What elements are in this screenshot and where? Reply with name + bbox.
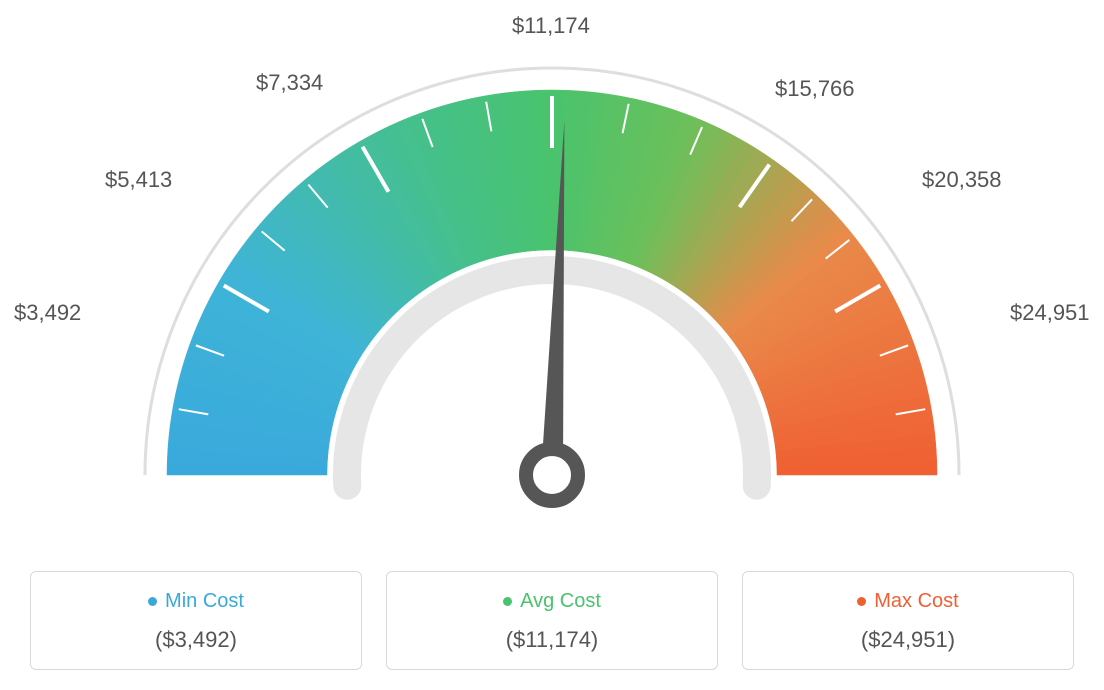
gauge-svg	[0, 0, 1104, 540]
gauge-tick-label: $24,951	[1010, 300, 1090, 326]
card-value: ($11,174)	[399, 627, 705, 653]
card-title: Max Cost	[857, 590, 958, 613]
gauge-tick-label: $7,334	[256, 70, 323, 96]
gauge-tick-label: $3,492	[14, 300, 81, 326]
card-title-text: Avg Cost	[520, 590, 601, 613]
legend-dot	[503, 597, 512, 606]
summary-cards: Min Cost ($3,492) Avg Cost ($11,174) Max Cos…	[30, 571, 1074, 670]
cost-gauge-container: $3,492 $5,413 $7,334 $11,174 $15,766 $20,358 $…	[0, 0, 1104, 690]
gauge-tick-label: $15,766	[775, 76, 855, 102]
card-title: Min Cost	[148, 590, 244, 613]
card-title-text: Min Cost	[165, 590, 244, 613]
card-title: Avg Cost	[503, 590, 601, 613]
gauge-tick-label: $5,413	[105, 167, 172, 193]
card-title-text: Max Cost	[874, 590, 958, 613]
gauge-chart: $3,492 $5,413 $7,334 $11,174 $15,766 $20,358 $…	[0, 0, 1104, 540]
gauge-needle-hub	[526, 449, 578, 501]
max-cost-card: Max Cost ($24,951)	[742, 571, 1074, 670]
card-value: ($24,951)	[755, 627, 1061, 653]
gauge-tick-label: $20,358	[922, 167, 1002, 193]
legend-dot	[148, 597, 157, 606]
legend-dot	[857, 597, 866, 606]
avg-cost-card: Avg Cost ($11,174)	[386, 571, 718, 670]
min-cost-card: Min Cost ($3,492)	[30, 571, 362, 670]
gauge-tick-label: $11,174	[512, 13, 590, 39]
card-value: ($3,492)	[43, 627, 349, 653]
